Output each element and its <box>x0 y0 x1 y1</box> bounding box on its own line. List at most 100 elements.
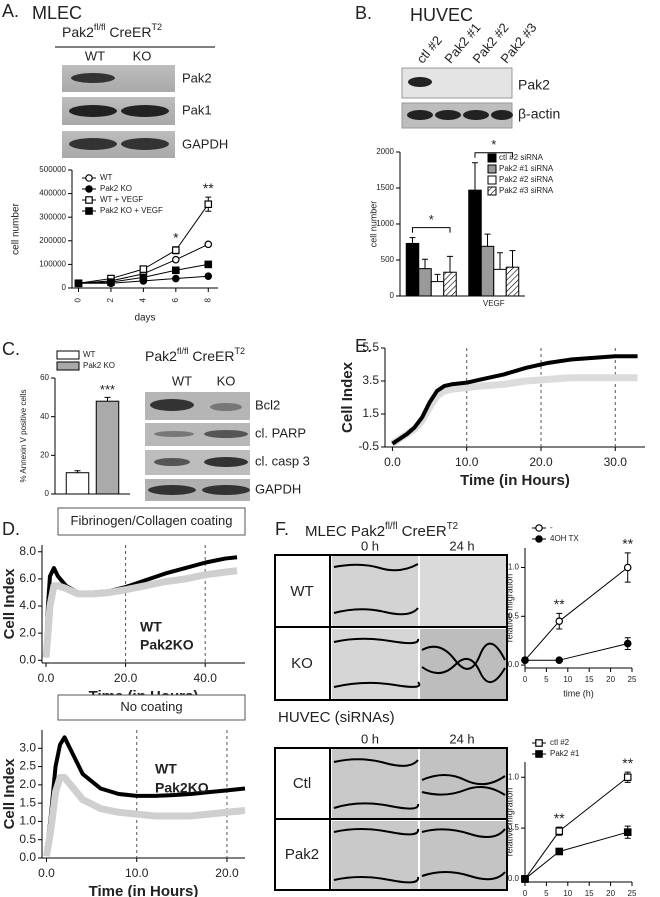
text-part: T2 <box>151 22 162 32</box>
y-tick-label: 1000 <box>376 219 394 228</box>
marker <box>139 273 148 282</box>
marker <box>623 563 632 572</box>
x-axis-label: days <box>134 313 155 324</box>
bar <box>468 189 482 297</box>
y-tick-label: 3.5 <box>362 373 379 387</box>
x-tick-label: 0.0 <box>38 866 55 880</box>
row-label: WT <box>290 583 313 600</box>
x-tick-label: 0.0 <box>38 671 55 685</box>
y-tick-label: 2000 <box>376 147 394 156</box>
genotype-label: MLEC Pak2fl/fl CreERT2 <box>305 521 458 540</box>
x-axis-label: Time (in Hours) <box>460 472 570 489</box>
y-tick-label: 0 <box>62 283 67 292</box>
blot-label: Pak2 <box>518 77 550 93</box>
panel-label: B. <box>355 3 372 23</box>
marker <box>555 827 564 835</box>
blot <box>401 67 513 129</box>
series-label: Pak2KO <box>155 780 209 796</box>
timepoint: 24 h <box>449 731 474 746</box>
y-tick-label: 0.5 <box>508 611 520 620</box>
annotation: ** <box>554 596 565 612</box>
y-tick-label: -0.5 <box>358 439 379 453</box>
marker <box>85 207 93 215</box>
annotation: ** <box>554 810 565 826</box>
marker <box>107 278 115 286</box>
x-tick-label: VEGF <box>483 299 505 308</box>
lane-label: WT <box>172 373 192 388</box>
legend-label: Pak2 #1 <box>550 749 580 758</box>
x-tick-label: 0.0 <box>384 455 401 469</box>
y-tick-label: 1.5 <box>362 406 379 420</box>
y-tick-label: 400000 <box>39 189 66 198</box>
y-tick-label: 0 <box>45 489 50 498</box>
x-tick-label: 5 <box>544 889 549 897</box>
marker <box>521 875 529 883</box>
blot-label: β-actin <box>518 106 560 122</box>
marker <box>204 260 213 269</box>
y-tick-label: 60 <box>40 373 49 382</box>
annotation: * <box>429 212 434 227</box>
error-bar <box>472 162 478 191</box>
text-part: Pak2 <box>62 24 94 40</box>
data-line <box>524 776 629 880</box>
legend-label: 4OH TX <box>550 534 579 543</box>
y-tick-label: 500 <box>381 255 395 264</box>
marker <box>172 255 180 264</box>
legend-label: Pak2 #3 siRNA <box>499 186 554 195</box>
y-axis-label: relative migration <box>504 788 514 857</box>
marker <box>555 847 564 856</box>
series-label: WT <box>140 619 162 635</box>
bracket <box>474 152 513 158</box>
annotation: ** <box>203 180 214 196</box>
y-tick-label: 3.0 <box>19 740 36 754</box>
error-bar <box>509 250 516 268</box>
legend-label: Pak2 #1 siRNA <box>499 164 554 173</box>
panel-label: F. <box>275 519 289 539</box>
text-part: CreER <box>398 523 447 540</box>
y-tick-label: 0.0 <box>508 660 520 669</box>
x-tick-label: 10.0 <box>125 866 149 880</box>
x-tick-label: 20 <box>606 889 615 897</box>
y-tick-label: 8.0 <box>19 544 36 558</box>
cell-type: MLEC <box>32 3 82 23</box>
legend-label: Pak2 KO <box>100 184 132 193</box>
bar <box>405 242 420 297</box>
bar <box>480 245 495 297</box>
data-line <box>43 774 246 857</box>
blot-label: GAPDH <box>182 136 228 151</box>
error-bar <box>447 255 453 273</box>
marker <box>204 200 213 209</box>
timepoint: 0 h <box>361 731 379 746</box>
y-tick-label: 1.0 <box>508 563 520 572</box>
y-tick-label: 5.5 <box>362 340 379 354</box>
x-tick-label: 20.0 <box>529 455 553 469</box>
x-tick-label: 20 <box>606 675 615 684</box>
x-tick-label: 2 <box>106 297 115 302</box>
y-tick-label: 300000 <box>39 212 66 221</box>
marker <box>521 656 529 664</box>
text-part: fl/fl <box>385 521 397 532</box>
x-tick-label: 5 <box>544 675 549 684</box>
bar <box>65 472 90 495</box>
legend-swatch <box>487 164 497 174</box>
x-tick-label: 4 <box>138 297 147 302</box>
marker <box>204 240 213 249</box>
text-part: T2 <box>234 346 245 356</box>
lane-label: ctl #2 <box>413 33 444 66</box>
text-part: CreER <box>106 24 152 40</box>
x-tick-label: 25 <box>628 675 637 684</box>
bracket <box>412 227 451 233</box>
title-box <box>57 694 246 721</box>
x-tick-label: 10 <box>563 889 572 897</box>
y-tick-label: 40 <box>40 412 49 421</box>
x-tick-label: 30.0 <box>604 455 628 469</box>
x-tick-label: 15 <box>585 675 594 684</box>
genotype-label: Pak2fl/fl CreERT2 <box>145 346 245 363</box>
bar <box>443 271 457 297</box>
marker <box>535 739 543 747</box>
legend-label: Pak2 KO + VEGF <box>100 206 163 215</box>
annotation: ** <box>622 536 633 552</box>
y-axis-label: % Annexin V positive cells <box>19 390 28 483</box>
y-tick-label: 2.5 <box>19 759 36 773</box>
text-part: fl/fl <box>94 22 106 32</box>
